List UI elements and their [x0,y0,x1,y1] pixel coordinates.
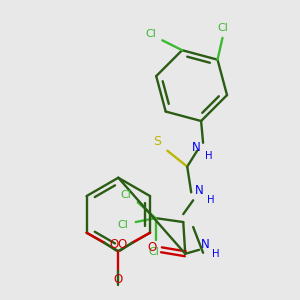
Text: N: N [201,238,209,251]
Text: O: O [110,238,119,251]
Text: N: N [192,141,200,154]
Text: S: S [154,135,161,148]
Text: Cl: Cl [217,23,228,33]
Text: O: O [114,273,123,286]
Text: N: N [195,184,203,197]
Text: Cl: Cl [148,247,159,257]
Text: H: H [205,151,213,161]
Text: O: O [147,241,156,254]
Text: Cl: Cl [117,220,128,230]
Text: Cl: Cl [120,190,131,200]
Text: Cl: Cl [145,29,156,39]
Text: O: O [118,238,127,251]
Text: H: H [207,195,215,205]
Text: H: H [212,249,220,259]
